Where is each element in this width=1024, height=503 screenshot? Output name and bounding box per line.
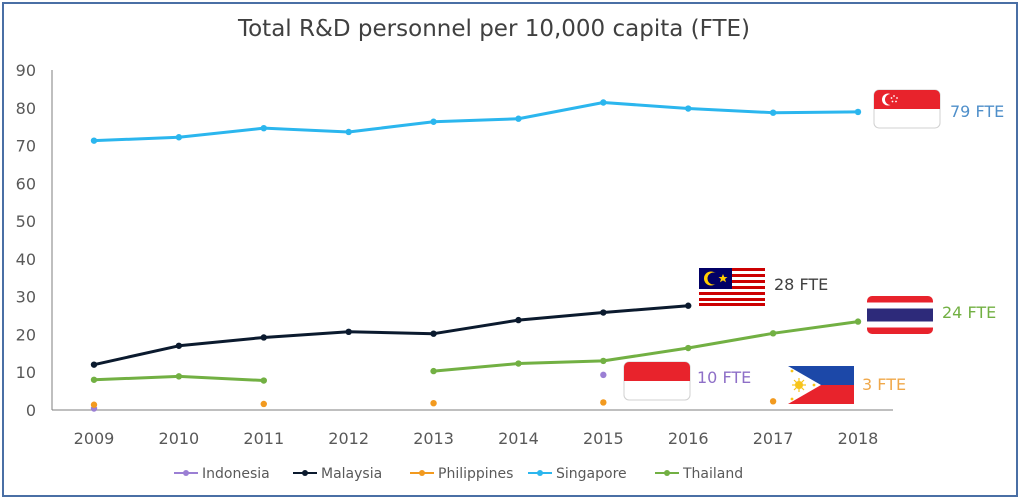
x-tick-label: 2012 — [328, 429, 369, 448]
annotation-philippines: 3 FTE — [862, 375, 906, 394]
legend: Indonesia Malaysia Philippines Singapore Tha… — [174, 466, 743, 482]
point-singapore-2012 — [345, 128, 352, 136]
y-tick-label: 20 — [16, 325, 36, 344]
x-tick-label: 2013 — [413, 429, 454, 448]
point-singapore-2017 — [769, 109, 777, 116]
series-layer — [90, 99, 862, 412]
annotations-layer: 79 FTE 28 FTE 24 FTE 10 FTE 3 FTE — [697, 102, 1004, 394]
legend-marker-philippines — [419, 470, 425, 476]
flag-philippines — [788, 366, 854, 404]
legend-marker-thailand — [664, 470, 670, 476]
point-malaysia-2011 — [260, 334, 267, 341]
line-singapore — [92, 100, 860, 143]
chart-frame — [2, 2, 1018, 497]
y-tick-label: 90 — [16, 61, 36, 80]
point-thailand-2014 — [515, 360, 522, 367]
point-thailand-2016 — [685, 344, 692, 352]
legend-label-singapore: Singapore — [556, 466, 627, 482]
axes: 0 10 20 30 40 50 60 70 80 90 2009 2010 2011 2012 2013 2… — [16, 61, 893, 448]
y-tick-label: 80 — [16, 99, 36, 118]
legend-label-philippines: Philippines — [438, 466, 513, 482]
y-tick-label: 70 — [16, 137, 36, 156]
annotation-singapore: 79 FTE — [950, 102, 1004, 121]
point-malaysia-2014 — [515, 316, 522, 324]
point-philippines-2013 — [430, 400, 437, 407]
chart-title: Total R&D personnel per 10,000 capita (F… — [237, 16, 750, 42]
flag-thailand — [867, 296, 933, 334]
y-tick-label: 50 — [16, 212, 36, 231]
legend-label-indonesia: Indonesia — [202, 466, 270, 482]
point-malaysia-2010 — [175, 342, 183, 349]
point-malaysia-2013 — [430, 330, 437, 337]
point-thailand-2013 — [430, 367, 437, 375]
point-philippines-2015 — [600, 399, 607, 406]
legend-marker-singapore — [537, 470, 543, 476]
flag-indonesia — [623, 361, 691, 401]
x-tick-label: 2018 — [838, 429, 879, 448]
point-thailand-2017 — [769, 330, 777, 337]
annotation-thailand: 24 FTE — [942, 303, 996, 322]
point-singapore-2011 — [260, 124, 267, 132]
flag-malaysia — [699, 268, 765, 306]
point-thailand-2018 — [854, 318, 862, 325]
point-singapore-2018 — [854, 108, 862, 116]
x-tick-label: 2014 — [498, 429, 539, 448]
point-singapore-2013 — [430, 118, 437, 125]
y-tick-label: 60 — [16, 174, 36, 193]
annotation-indonesia: 10 FTE — [697, 368, 751, 387]
x-tick-label: 2017 — [753, 429, 794, 448]
y-tick-label: 40 — [16, 250, 36, 269]
line-malaysia — [92, 304, 690, 367]
flags-layer — [623, 89, 941, 404]
flag-singapore — [873, 89, 941, 129]
point-indonesia-2015 — [600, 371, 607, 379]
x-tick-label: 2015 — [583, 429, 624, 448]
x-tick-label: 2009 — [74, 429, 115, 448]
point-malaysia-2016 — [685, 302, 692, 309]
point-malaysia-2015 — [600, 309, 607, 316]
legend-marker-malaysia — [302, 470, 308, 476]
series-philippines — [90, 398, 777, 408]
point-thailand-2011 — [260, 377, 267, 384]
point-singapore-2014 — [515, 115, 522, 122]
y-tick-label: 30 — [16, 288, 36, 307]
x-tick-label: 2011 — [243, 429, 284, 448]
point-thailand-2010 — [175, 373, 183, 380]
point-malaysia-2012 — [345, 328, 352, 335]
y-tick-label: 10 — [16, 363, 36, 382]
series-singapore — [90, 99, 862, 144]
point-singapore-2015 — [600, 99, 607, 106]
line-thailand — [432, 320, 860, 373]
point-singapore-2016 — [685, 105, 692, 112]
point-thailand-2009 — [90, 376, 98, 383]
y-tick-label: 0 — [26, 401, 36, 420]
point-philippines-2017 — [769, 398, 777, 405]
point-thailand-2015 — [600, 357, 607, 365]
legend-label-thailand: Thailand — [682, 466, 743, 482]
point-philippines-2011 — [260, 400, 267, 408]
point-malaysia-2009 — [90, 361, 98, 368]
point-singapore-2010 — [175, 134, 183, 141]
x-tick-label: 2010 — [159, 429, 200, 448]
legend-marker-indonesia — [183, 470, 189, 476]
x-tick-label: 2016 — [668, 429, 709, 448]
series-thailand — [90, 318, 862, 384]
legend-label-malaysia: Malaysia — [321, 466, 382, 482]
point-singapore-2009 — [90, 137, 98, 144]
series-malaysia — [90, 302, 692, 368]
annotation-malaysia: 28 FTE — [774, 275, 828, 294]
point-philippines-2009 — [90, 401, 98, 408]
